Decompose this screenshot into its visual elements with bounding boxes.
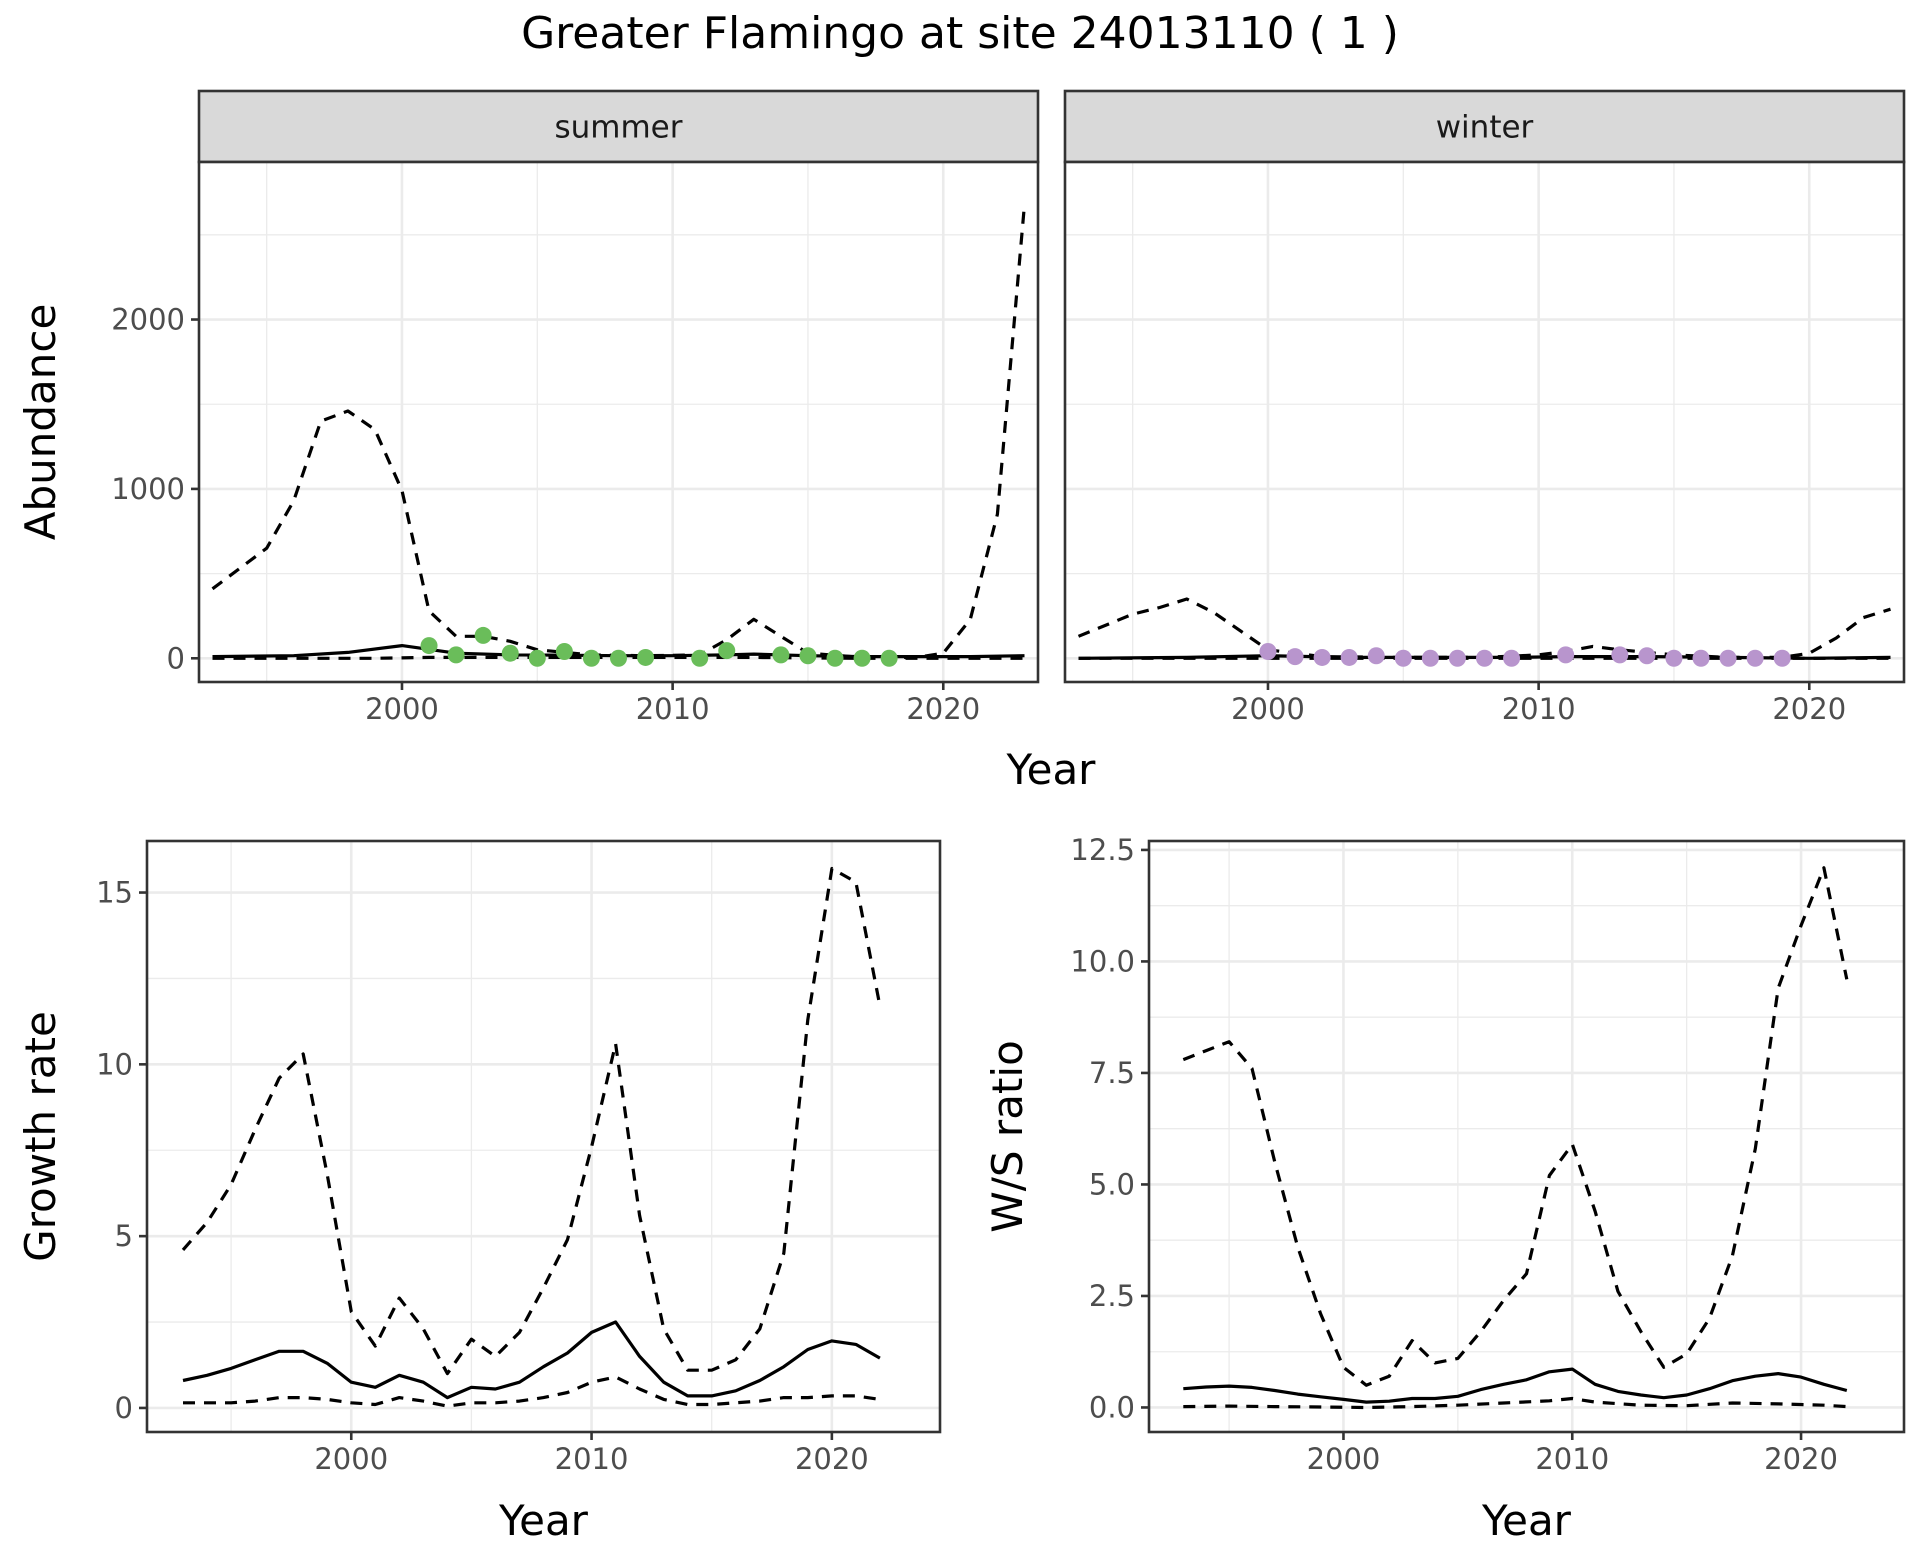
abundance-summer-observed-point <box>610 649 627 667</box>
ratio-plot-bg <box>1149 841 1904 1432</box>
abundance-summer-observed-point <box>501 644 519 662</box>
abundance-summer-panel-border <box>197 160 1040 684</box>
abundance-summer-y-tick-label: 2000 <box>111 303 185 337</box>
ratio-y-tick-label: 12.5 <box>1070 833 1135 867</box>
abundance-summer-observed-point <box>555 643 573 661</box>
ratio-panel: 2000 2010 2020 0.0 2.5 5.0 7.5 10.0 12.5 <box>1070 833 1906 1476</box>
abundance-winter-plot-bg <box>1065 162 1904 682</box>
abundance-winter-x-tick-label: 2000 <box>1231 692 1305 726</box>
abundance-summer-observed-point <box>826 649 844 667</box>
growth-panel: 2000 2010 2020 0 5 10 15 <box>96 839 942 1476</box>
ratio-upper-ci-line <box>1182 866 1849 1387</box>
abundance-summer-observed-point <box>880 649 898 667</box>
abundance-summer-plot-bg <box>199 162 1038 682</box>
ratio-lower-ci-line <box>1183 1396 1847 1410</box>
abundance-winter-panel: 2000 2010 2020 <box>1063 160 1906 726</box>
plot-layer: summer 2000 2010 2020 0 1000 2000 winter 2000 201… <box>16 89 1906 1545</box>
growth-estimate-line <box>182 1320 881 1400</box>
abundance-y-axis-title: Abundance <box>16 304 65 541</box>
abundance-summer-x-tick-label: 2000 <box>365 692 439 726</box>
abundance-winter-observed-point <box>1611 646 1629 664</box>
ratio-x-axis-title: Year <box>1481 1496 1572 1545</box>
abundance-summer-x-tick-label: 2020 <box>906 692 980 726</box>
ratio-y-axis-title: W/S ratio <box>983 1040 1032 1233</box>
abundance-x-axis-title: Year <box>1006 745 1097 794</box>
abundance-summer-observed-point <box>637 648 655 666</box>
ratio-estimate-line <box>1183 1367 1848 1404</box>
growth-y-tick-label: 5 <box>115 1219 133 1253</box>
growth-y-tick-label: 15 <box>96 876 133 910</box>
abundance-winter-upper-ci-line <box>1077 597 1891 659</box>
ratio-panel-border <box>1147 839 1906 1434</box>
strip-label-summer: summer <box>554 110 682 146</box>
abundance-summer-observed-point <box>474 626 492 644</box>
abundance-summer-observed-point <box>772 646 790 664</box>
strip-label-winter: winter <box>1436 110 1534 146</box>
abundance-winter-observed-point <box>1286 648 1304 666</box>
abundance-winter-observed-point <box>1421 649 1439 667</box>
ratio-y-tick-label: 10.0 <box>1070 944 1135 978</box>
abundance-summer-observed-point <box>691 649 709 667</box>
abundance-summer-observed-point <box>420 637 438 655</box>
growth-y-tick-label: 0 <box>115 1391 133 1425</box>
abundance-winter-observed-point <box>1394 649 1412 667</box>
abundance-winter-observed-point <box>1638 647 1656 665</box>
abundance-winter-panel-border <box>1063 160 1906 684</box>
strip-summer <box>197 89 1040 164</box>
ratio-x-tick-label: 2000 <box>1307 1442 1381 1476</box>
growth-y-axis-title: Growth rate <box>16 1011 65 1262</box>
ratio-x-tick-label: 2020 <box>1764 1442 1838 1476</box>
growth-y-tick-label: 10 <box>96 1047 133 1081</box>
growth-x-tick-label: 2010 <box>555 1442 629 1476</box>
abundance-winter-observed-point <box>1476 649 1493 667</box>
growth-plot-bg <box>147 841 940 1432</box>
ratio-y-tick-label: 2.5 <box>1089 1279 1135 1313</box>
abundance-summer-y-tick-label: 1000 <box>111 472 185 506</box>
growth-panel-border <box>145 839 942 1434</box>
abundance-winter-observed-point <box>1503 649 1521 667</box>
abundance-summer-observed-point <box>853 649 871 667</box>
abundance-winter-x-tick-label: 2010 <box>1502 692 1576 726</box>
ratio-y-tick-label: 0.0 <box>1089 1390 1135 1424</box>
ratio-y-tick-label: 5.0 <box>1089 1167 1135 1201</box>
abundance-winter-observed-point <box>1340 648 1358 666</box>
abundance-summer-observed-point <box>718 642 736 660</box>
ratio-x-tick-label: 2010 <box>1535 1442 1609 1476</box>
abundance-winter-x-tick-label: 2020 <box>1772 692 1846 726</box>
abundance-summer-observed-point <box>582 649 600 667</box>
abundance-winter-observed-point <box>1773 649 1791 667</box>
abundance-winter-observed-point <box>1692 649 1710 667</box>
growth-x-axis-title: Year <box>498 1496 589 1545</box>
growth-x-tick-label: 2000 <box>314 1442 388 1476</box>
chart-title: Greater Flamingo at site 24013110 ( 1 ) <box>521 8 1399 59</box>
abundance-winter-observed-point <box>1313 648 1331 666</box>
abundance-winter-observed-point <box>1259 643 1277 661</box>
abundance-summer-panel: 2000 2010 2020 0 1000 2000 <box>111 160 1040 726</box>
abundance-winter-observed-point <box>1557 646 1575 664</box>
abundance-summer-x-tick-label: 2010 <box>636 692 710 726</box>
abundance-winter-observed-point <box>1665 649 1683 667</box>
abundance-winter-observed-point <box>1367 647 1385 665</box>
abundance-summer-observed-point <box>528 649 546 667</box>
abundance-summer-observed-point <box>447 646 465 664</box>
abundance-summer-y-tick-label: 0 <box>167 641 185 675</box>
abundance-winter-observed-point <box>1719 649 1737 667</box>
growth-x-tick-label: 2020 <box>795 1442 869 1476</box>
abundance-winter-observed-point <box>1448 649 1466 667</box>
abundance-winter-observed-point <box>1746 649 1764 667</box>
ratio-y-tick-label: 7.5 <box>1089 1056 1135 1090</box>
growth-lower-ci-line <box>183 1375 881 1408</box>
abundance-summer-observed-point <box>799 647 817 665</box>
